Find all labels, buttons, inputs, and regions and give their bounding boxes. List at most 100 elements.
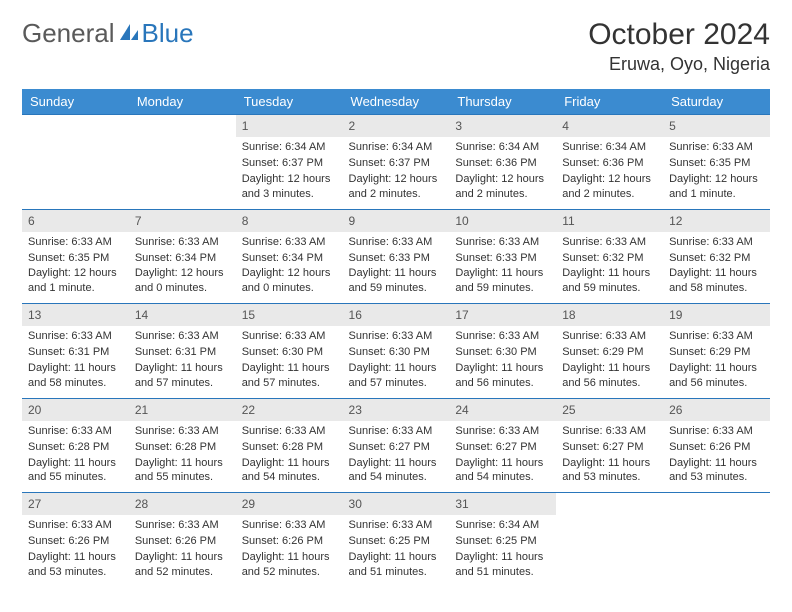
sunset-line: Sunset: 6:27 PM bbox=[562, 440, 657, 455]
daylight-line: Daylight: 11 hours and 52 minutes. bbox=[135, 550, 230, 580]
day-number: 15 bbox=[236, 303, 343, 326]
calendar-cell: 20Sunrise: 6:33 AMSunset: 6:28 PMDayligh… bbox=[22, 398, 129, 493]
day-details: Sunrise: 6:33 AMSunset: 6:31 PMDaylight:… bbox=[129, 326, 236, 397]
day-details: Sunrise: 6:33 AMSunset: 6:28 PMDaylight:… bbox=[129, 421, 236, 492]
calendar-cell: 23Sunrise: 6:33 AMSunset: 6:27 PMDayligh… bbox=[343, 398, 450, 493]
sunrise-line: Sunrise: 6:33 AM bbox=[669, 329, 764, 344]
calendar-cell bbox=[556, 492, 663, 587]
calendar-cell: 27Sunrise: 6:33 AMSunset: 6:26 PMDayligh… bbox=[22, 492, 129, 587]
sunset-line: Sunset: 6:34 PM bbox=[135, 251, 230, 266]
daylight-line: Daylight: 11 hours and 53 minutes. bbox=[562, 456, 657, 486]
calendar-cell: 4Sunrise: 6:34 AMSunset: 6:36 PMDaylight… bbox=[556, 114, 663, 209]
calendar-cell: 14Sunrise: 6:33 AMSunset: 6:31 PMDayligh… bbox=[129, 303, 236, 398]
calendar-cell: 2Sunrise: 6:34 AMSunset: 6:37 PMDaylight… bbox=[343, 114, 450, 209]
day-number: 25 bbox=[556, 398, 663, 421]
calendar-cell: 19Sunrise: 6:33 AMSunset: 6:29 PMDayligh… bbox=[663, 303, 770, 398]
sunset-line: Sunset: 6:25 PM bbox=[349, 534, 444, 549]
sunrise-line: Sunrise: 6:33 AM bbox=[242, 424, 337, 439]
sunrise-line: Sunrise: 6:34 AM bbox=[562, 140, 657, 155]
daylight-line: Daylight: 11 hours and 55 minutes. bbox=[135, 456, 230, 486]
calendar-cell: 5Sunrise: 6:33 AMSunset: 6:35 PMDaylight… bbox=[663, 114, 770, 209]
day-number: 11 bbox=[556, 209, 663, 232]
page-header: General Blue October 2024 Eruwa, Oyo, Ni… bbox=[22, 18, 770, 75]
calendar-cell: 26Sunrise: 6:33 AMSunset: 6:26 PMDayligh… bbox=[663, 398, 770, 493]
sunrise-line: Sunrise: 6:34 AM bbox=[455, 140, 550, 155]
day-details: Sunrise: 6:33 AMSunset: 6:27 PMDaylight:… bbox=[449, 421, 556, 492]
day-details: Sunrise: 6:33 AMSunset: 6:26 PMDaylight:… bbox=[22, 515, 129, 586]
sunset-line: Sunset: 6:28 PM bbox=[242, 440, 337, 455]
sunrise-line: Sunrise: 6:33 AM bbox=[349, 424, 444, 439]
day-details: Sunrise: 6:33 AMSunset: 6:26 PMDaylight:… bbox=[236, 515, 343, 586]
sunrise-line: Sunrise: 6:33 AM bbox=[28, 329, 123, 344]
calendar-row: 13Sunrise: 6:33 AMSunset: 6:31 PMDayligh… bbox=[22, 303, 770, 398]
sunrise-line: Sunrise: 6:33 AM bbox=[242, 235, 337, 250]
day-details: Sunrise: 6:33 AMSunset: 6:30 PMDaylight:… bbox=[343, 326, 450, 397]
day-number: 9 bbox=[343, 209, 450, 232]
sunrise-line: Sunrise: 6:34 AM bbox=[349, 140, 444, 155]
sunset-line: Sunset: 6:34 PM bbox=[242, 251, 337, 266]
sunset-line: Sunset: 6:30 PM bbox=[349, 345, 444, 360]
calendar-cell: 12 Sunrise: 6:33 AMSunset: 6:32 PMDayligh… bbox=[663, 209, 770, 304]
empty-day bbox=[129, 114, 236, 136]
day-number: 20 bbox=[22, 398, 129, 421]
sunset-line: Sunset: 6:32 PM bbox=[669, 251, 764, 266]
day-details: Sunrise: 6:34 AMSunset: 6:37 PMDaylight:… bbox=[343, 137, 450, 208]
sunrise-line: Sunrise: 6:33 AM bbox=[562, 424, 657, 439]
day-number: 26 bbox=[663, 398, 770, 421]
sunrise-line: Sunrise: 6:33 AM bbox=[349, 518, 444, 533]
calendar-row: 27Sunrise: 6:33 AMSunset: 6:26 PMDayligh… bbox=[22, 492, 770, 587]
weekday-header: Friday bbox=[556, 89, 663, 114]
calendar-cell: 24Sunrise: 6:33 AMSunset: 6:27 PMDayligh… bbox=[449, 398, 556, 493]
sunset-line: Sunset: 6:36 PM bbox=[455, 156, 550, 171]
daylight-line: Daylight: 11 hours and 58 minutes. bbox=[669, 266, 764, 296]
calendar-body: 1Sunrise: 6:34 AMSunset: 6:37 PMDaylight… bbox=[22, 114, 770, 587]
daylight-line: Daylight: 12 hours and 2 minutes. bbox=[455, 172, 550, 202]
empty-day bbox=[663, 492, 770, 514]
weekday-header: Saturday bbox=[663, 89, 770, 114]
calendar-cell: 7Sunrise: 6:33 AMSunset: 6:34 PMDaylight… bbox=[129, 209, 236, 304]
daylight-line: Daylight: 11 hours and 56 minutes. bbox=[669, 361, 764, 391]
day-details: Sunrise: 6:34 AMSunset: 6:37 PMDaylight:… bbox=[236, 137, 343, 208]
day-details: Sunrise: 6:33 AMSunset: 6:26 PMDaylight:… bbox=[129, 515, 236, 586]
daylight-line: Daylight: 11 hours and 56 minutes. bbox=[562, 361, 657, 391]
day-number: 27 bbox=[22, 492, 129, 515]
sunset-line: Sunset: 6:25 PM bbox=[455, 534, 550, 549]
day-number: 10 bbox=[449, 209, 556, 232]
sunset-line: Sunset: 6:35 PM bbox=[669, 156, 764, 171]
day-details: Sunrise: 6:33 AMSunset: 6:33 PMDaylight:… bbox=[343, 232, 450, 303]
calendar-cell: 9Sunrise: 6:33 AMSunset: 6:33 PMDaylight… bbox=[343, 209, 450, 304]
sunrise-line: Sunrise: 6:33 AM bbox=[135, 329, 230, 344]
daylight-line: Daylight: 11 hours and 57 minutes. bbox=[135, 361, 230, 391]
sunset-line: Sunset: 6:26 PM bbox=[135, 534, 230, 549]
daylight-line: Daylight: 11 hours and 55 minutes. bbox=[28, 456, 123, 486]
day-number: 1 bbox=[236, 114, 343, 137]
sunrise-line: Sunrise: 6:33 AM bbox=[135, 424, 230, 439]
day-details: Sunrise: 6:33 AMSunset: 6:28 PMDaylight:… bbox=[22, 421, 129, 492]
sunrise-line: Sunrise: 6:33 AM bbox=[562, 235, 657, 250]
day-details: Sunrise: 6:33 AMSunset: 6:30 PMDaylight:… bbox=[236, 326, 343, 397]
day-details: Sunrise: 6:33 AMSunset: 6:29 PMDaylight:… bbox=[663, 326, 770, 397]
sunrise-line: Sunrise: 6:33 AM bbox=[455, 235, 550, 250]
weekday-header: Sunday bbox=[22, 89, 129, 114]
daylight-line: Daylight: 11 hours and 56 minutes. bbox=[455, 361, 550, 391]
sunrise-line: Sunrise: 6:33 AM bbox=[669, 235, 764, 250]
calendar-cell: 30Sunrise: 6:33 AMSunset: 6:25 PMDayligh… bbox=[343, 492, 450, 587]
calendar-cell: 21Sunrise: 6:33 AMSunset: 6:28 PMDayligh… bbox=[129, 398, 236, 493]
sunset-line: Sunset: 6:37 PM bbox=[349, 156, 444, 171]
sunrise-line: Sunrise: 6:33 AM bbox=[242, 518, 337, 533]
sunset-line: Sunset: 6:32 PM bbox=[562, 251, 657, 266]
day-number: 29 bbox=[236, 492, 343, 515]
sunrise-line: Sunrise: 6:33 AM bbox=[28, 235, 123, 250]
sunrise-line: Sunrise: 6:33 AM bbox=[669, 424, 764, 439]
daylight-line: Daylight: 11 hours and 59 minutes. bbox=[562, 266, 657, 296]
day-details: Sunrise: 6:33 AMSunset: 6:30 PMDaylight:… bbox=[449, 326, 556, 397]
weekday-header: Wednesday bbox=[343, 89, 450, 114]
empty-day bbox=[556, 492, 663, 514]
sunrise-line: Sunrise: 6:33 AM bbox=[562, 329, 657, 344]
day-number: 12 bbox=[663, 209, 770, 232]
day-number: 5 bbox=[663, 114, 770, 137]
calendar-cell bbox=[129, 114, 236, 209]
day-details: Sunrise: 6:33 AMSunset: 6:35 PMDaylight:… bbox=[22, 232, 129, 303]
day-details: Sunrise: 6:34 AMSunset: 6:25 PMDaylight:… bbox=[449, 515, 556, 586]
location-label: Eruwa, Oyo, Nigeria bbox=[588, 54, 770, 75]
